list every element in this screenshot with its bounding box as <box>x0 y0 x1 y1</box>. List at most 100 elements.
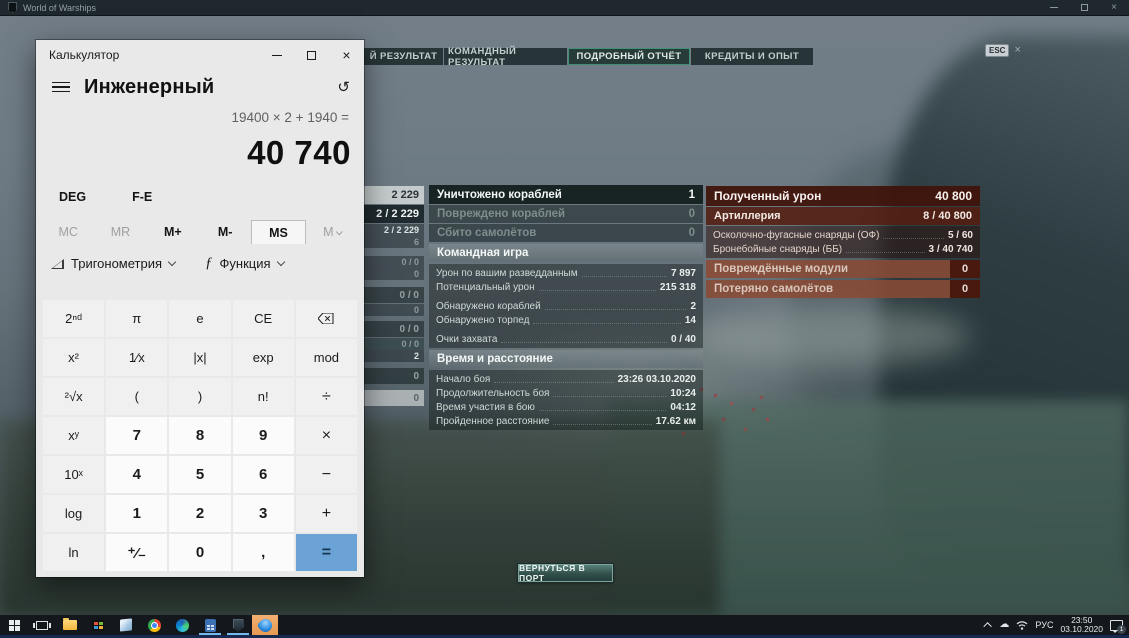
row-value: 2 <box>690 300 696 312</box>
key-7[interactable]: 7 <box>106 417 168 454</box>
row-label: Продолжительность боя <box>436 387 550 399</box>
key-clear-entry[interactable]: CE <box>232 300 294 337</box>
key-pi[interactable]: π <box>106 300 168 337</box>
triangle-icon <box>51 258 64 269</box>
window-restore-button[interactable] <box>1069 0 1099 15</box>
key-abs[interactable]: |x| <box>169 339 231 376</box>
notes-app-button[interactable] <box>112 615 140 635</box>
tab-team-result[interactable]: КОМАНДНЫЙ РЕЗУЛЬТАТ <box>444 46 567 68</box>
key-e[interactable]: e <box>169 300 231 337</box>
key-9[interactable]: 9 <box>232 417 294 454</box>
calc-minimize-button[interactable] <box>259 40 294 70</box>
key-negate[interactable]: ⁺⁄₋ <box>106 534 168 571</box>
key-decimal[interactable]: , <box>232 534 294 571</box>
key-close-paren[interactable]: ) <box>169 378 231 415</box>
windows-logo-icon <box>8 619 20 631</box>
row-label: Очки захвата <box>436 333 498 345</box>
key-log[interactable]: log <box>43 495 105 532</box>
active-app-taskbar-button[interactable] <box>252 615 278 635</box>
close-icon[interactable]: × <box>1014 44 1021 56</box>
key-factorial[interactable]: n! <box>232 378 294 415</box>
background-scenery <box>0 16 1129 615</box>
chrome-icon <box>147 618 161 632</box>
key-power[interactable]: xʸ <box>43 417 105 454</box>
memory-list-button[interactable]: M <box>306 220 358 244</box>
key-mod[interactable]: mod <box>295 339 357 376</box>
memory-list-label: M <box>323 225 334 239</box>
row-value: 3 / 40 740 <box>928 243 973 255</box>
key-plus[interactable]: + <box>295 495 357 532</box>
detail-row: Очки захвата 0 / 40 <box>429 332 703 346</box>
file-explorer-button[interactable] <box>56 615 84 635</box>
clock[interactable]: 23:50 03.10.2020 <box>1060 616 1103 634</box>
key-divide[interactable]: ÷ <box>295 378 357 415</box>
key-0[interactable]: 0 <box>169 534 231 571</box>
menu-hamburger-icon[interactable] <box>46 72 76 102</box>
left-stat-value: 0 / 0 <box>364 287 424 303</box>
calc-keypad: 2ⁿᵈ π e CE x² 1⁄x |x| exp mod ²√x ( ) n!… <box>43 300 357 571</box>
key-6[interactable]: 6 <box>232 456 294 493</box>
action-center-icon[interactable]: 1 <box>1110 619 1126 634</box>
onedrive-cloud-icon[interactable]: ☁ <box>999 619 1010 630</box>
memory-store-button[interactable]: MS <box>251 220 306 244</box>
key-3[interactable]: 3 <box>232 495 294 532</box>
calc-maximize-button[interactable] <box>294 40 329 70</box>
language-indicator[interactable]: РУС <box>1035 620 1054 630</box>
calc-close-button[interactable]: × <box>342 47 351 63</box>
key-4[interactable]: 4 <box>106 456 168 493</box>
tab-detailed-report[interactable]: ПОДРОБНЫЙ ОТЧЁТ <box>568 48 690 65</box>
memory-add-button[interactable]: M+ <box>147 220 199 244</box>
key-2nd[interactable]: 2ⁿᵈ <box>43 300 105 337</box>
row-value: 0 <box>950 260 980 278</box>
left-stat-value: 0 / 0 <box>364 338 424 350</box>
wifi-icon[interactable] <box>1016 620 1028 630</box>
chrome-button[interactable] <box>140 615 168 635</box>
window-close-button[interactable]: × <box>1111 2 1117 13</box>
key-8[interactable]: 8 <box>169 417 231 454</box>
notification-badge: 1 <box>1117 624 1126 634</box>
calculator-titlebar[interactable]: Калькулятор × <box>36 40 364 70</box>
key-multiply[interactable]: × <box>295 417 357 454</box>
function-dropdown[interactable]: ƒ Функция <box>205 255 285 272</box>
calculator-taskbar-button[interactable] <box>196 615 224 635</box>
edge-button[interactable] <box>168 615 196 635</box>
ships-destroyed-row: Уничтожено кораблей 1 <box>429 185 703 204</box>
key-equals[interactable]: = <box>295 534 357 571</box>
row-value: 1 <box>688 188 695 201</box>
damage-received-header: Полученный урон 40 800 <box>706 186 980 206</box>
history-icon[interactable]: ↺ <box>337 79 350 96</box>
left-stat-value: 2 / 2 229 <box>364 224 424 236</box>
tray-chevron-up-icon[interactable] <box>983 622 993 631</box>
memory-clear-button[interactable]: MC <box>42 220 94 244</box>
trigonometry-dropdown[interactable]: Тригонометрия <box>51 256 177 271</box>
return-to-port-button[interactable]: ВЕРНУТЬСЯ В ПОРТ <box>518 563 613 583</box>
fe-toggle[interactable]: F-E <box>132 190 153 204</box>
middle-stats-panel: Уничтожено кораблей 1 Повреждено корабле… <box>429 185 703 430</box>
key-minus[interactable]: − <box>295 456 357 493</box>
key-5[interactable]: 5 <box>169 456 231 493</box>
memory-recall-button[interactable]: MR <box>94 220 146 244</box>
tab-personal-result[interactable]: Й РЕЗУЛЬТАТ <box>364 48 443 65</box>
microsoft-store-button[interactable] <box>84 615 112 635</box>
deg-toggle[interactable]: DEG <box>59 190 87 204</box>
detail-row: Потенциальный урон 215 318 <box>429 280 703 294</box>
key-backspace[interactable] <box>295 300 357 337</box>
memory-subtract-button[interactable]: M- <box>199 220 251 244</box>
start-button[interactable] <box>0 615 28 635</box>
wows-taskbar-button[interactable] <box>224 615 252 635</box>
key-2[interactable]: 2 <box>169 495 231 532</box>
task-view-button[interactable] <box>28 615 56 635</box>
key-sqrt[interactable]: ²√x <box>43 378 105 415</box>
key-1[interactable]: 1 <box>106 495 168 532</box>
key-reciprocal[interactable]: 1⁄x <box>106 339 168 376</box>
tab-credits-xp[interactable]: КРЕДИТЫ И ОПЫТ <box>691 48 813 65</box>
key-open-paren[interactable]: ( <box>106 378 168 415</box>
minimize-icon <box>1050 7 1058 8</box>
key-ln[interactable]: ln <box>43 534 105 571</box>
key-square[interactable]: x² <box>43 339 105 376</box>
key-ten-power[interactable]: 10ˣ <box>43 456 105 493</box>
window-minimize-button[interactable] <box>1039 0 1069 15</box>
key-exp[interactable]: exp <box>232 339 294 376</box>
detail-row: Урон по вашим разведданным 7 897 <box>429 266 703 280</box>
team-play-header: Командная игра <box>429 244 703 262</box>
